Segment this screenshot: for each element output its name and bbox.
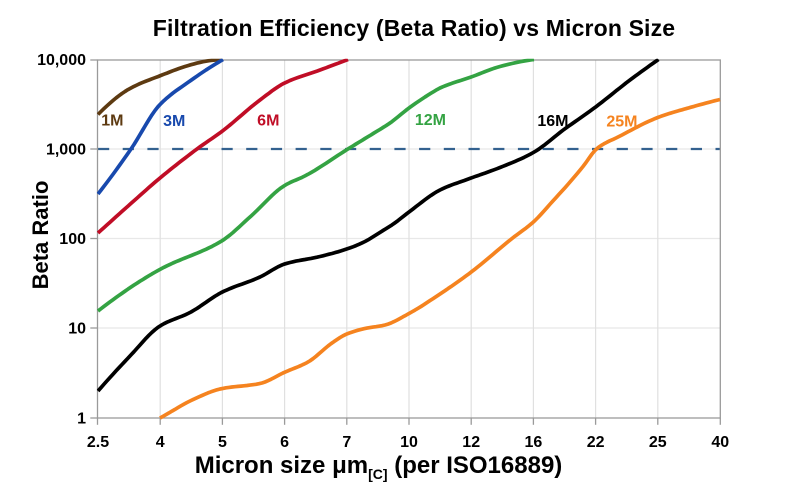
svg-text:5: 5 [218,434,227,451]
svg-text:4: 4 [156,434,165,451]
svg-text:1: 1 [77,411,86,428]
svg-text:1M: 1M [101,112,123,129]
svg-text:3M: 3M [163,113,185,130]
svg-text:1,000: 1,000 [46,142,86,159]
svg-text:Filtration Efficiency (Beta Ra: Filtration Efficiency (Beta Ratio) vs Mi… [153,15,675,41]
svg-text:6M: 6M [257,112,279,129]
svg-text:16M: 16M [537,113,568,130]
svg-text:7: 7 [342,434,351,451]
svg-text:22: 22 [587,434,605,451]
svg-text:10,000: 10,000 [37,52,86,69]
svg-text:16: 16 [525,434,543,451]
svg-text:Beta Ratio: Beta Ratio [28,181,53,290]
svg-text:25: 25 [649,434,667,451]
svg-text:12M: 12M [415,112,446,129]
svg-text:40: 40 [711,434,729,451]
svg-text:25M: 25M [606,113,637,130]
svg-text:12: 12 [462,434,480,451]
svg-text:100: 100 [59,231,86,248]
svg-text:2.5: 2.5 [87,434,109,451]
svg-text:6: 6 [280,434,289,451]
svg-text:10: 10 [400,434,418,451]
svg-text:10: 10 [68,321,86,338]
